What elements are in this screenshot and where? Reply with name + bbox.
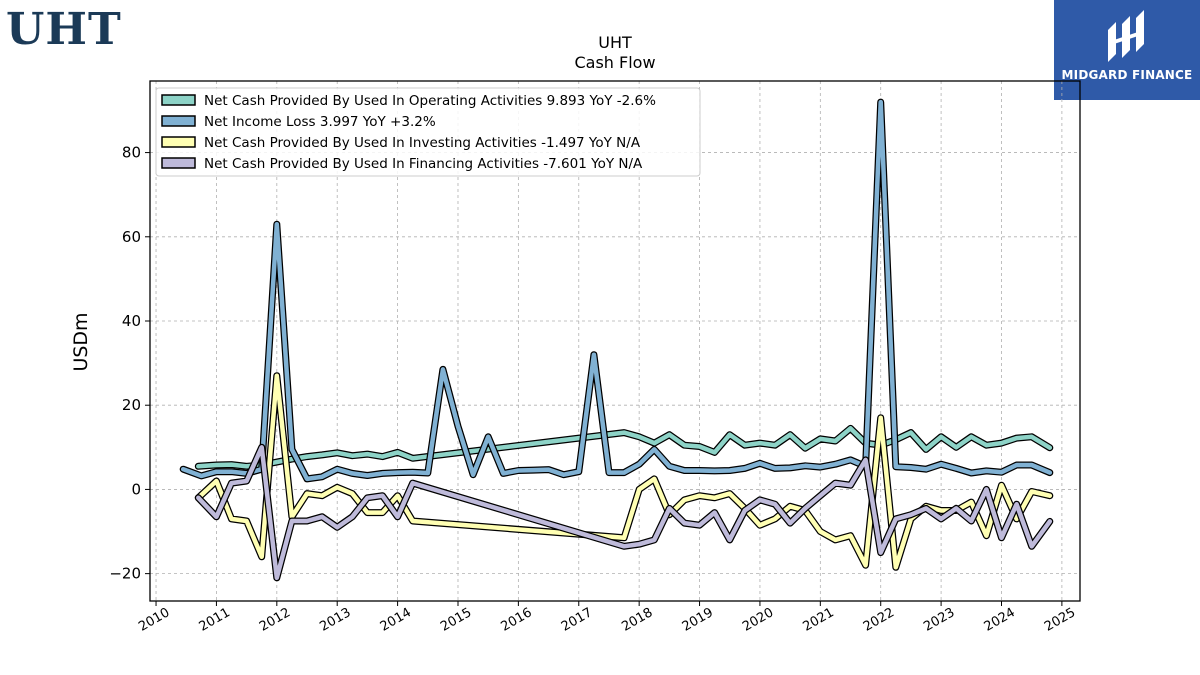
legend-swatch [161, 136, 196, 148]
series-lines [179, 98, 1054, 582]
x-tick-label: 2021 [800, 605, 836, 635]
x-tick-label: 2019 [680, 605, 716, 635]
x-tick-label: 2016 [499, 605, 535, 635]
brand-logo: MIDGARD FINANCE [1054, 0, 1200, 100]
x-tick-label: 2024 [982, 605, 1018, 635]
x-tick-label: 2017 [559, 605, 595, 635]
legend-swatch [161, 115, 196, 127]
legend-label: Net Cash Provided By Used In Investing A… [204, 135, 641, 151]
y-tick-label: 40 [122, 312, 141, 330]
chart-subtitle: Cash Flow [574, 53, 655, 72]
x-tick-label: 2025 [1042, 605, 1078, 635]
x-tick-label: 2010 [136, 605, 172, 635]
legend-swatch [161, 94, 196, 106]
axis-ticks: 2010 2011 2012 2013 2014 2015 2016 2017 2018 2019… [109, 144, 1078, 635]
legend-label: Net Cash Provided By Used In Financing A… [204, 156, 643, 172]
legend: Net Cash Provided By Used In Operating A… [155, 87, 701, 177]
x-tick-label: 2014 [378, 605, 414, 635]
midgard-logo-icon [1108, 10, 1144, 62]
x-tick-label: 2023 [921, 605, 957, 635]
ticker-logo: UHT [6, 4, 122, 55]
x-tick-label: 2012 [257, 605, 293, 635]
x-tick-label: 2013 [317, 605, 353, 635]
legend-box [155, 87, 701, 177]
y-tick-label: 80 [122, 144, 141, 162]
y-axis-label: USDm [70, 312, 92, 371]
y-tick-label: 60 [122, 228, 141, 246]
series-line-1 [180, 99, 1053, 482]
chart-title: UHT [598, 33, 632, 52]
legend-swatch [161, 157, 196, 169]
series-line-3 [196, 445, 1053, 581]
x-tick-label: 2022 [861, 605, 897, 635]
legend-label: Net Income Loss 3.997 YoY +3.2% [204, 114, 436, 130]
y-tick-label: 20 [122, 396, 141, 414]
x-tick-label: 2011 [197, 605, 233, 635]
series-line-2 [196, 373, 1053, 570]
x-tick-label: 2015 [438, 605, 474, 635]
x-tick-label: 2018 [619, 605, 655, 635]
y-tick-label: −20 [109, 565, 141, 583]
brand-name: MIDGARD FINANCE [1061, 68, 1193, 82]
legend-label: Net Cash Provided By Used In Operating A… [204, 93, 656, 109]
series-line-0 [196, 426, 1053, 469]
y-tick-label: 0 [131, 480, 141, 498]
x-tick-label: 2020 [740, 605, 776, 635]
plot-frame [149, 80, 1081, 602]
